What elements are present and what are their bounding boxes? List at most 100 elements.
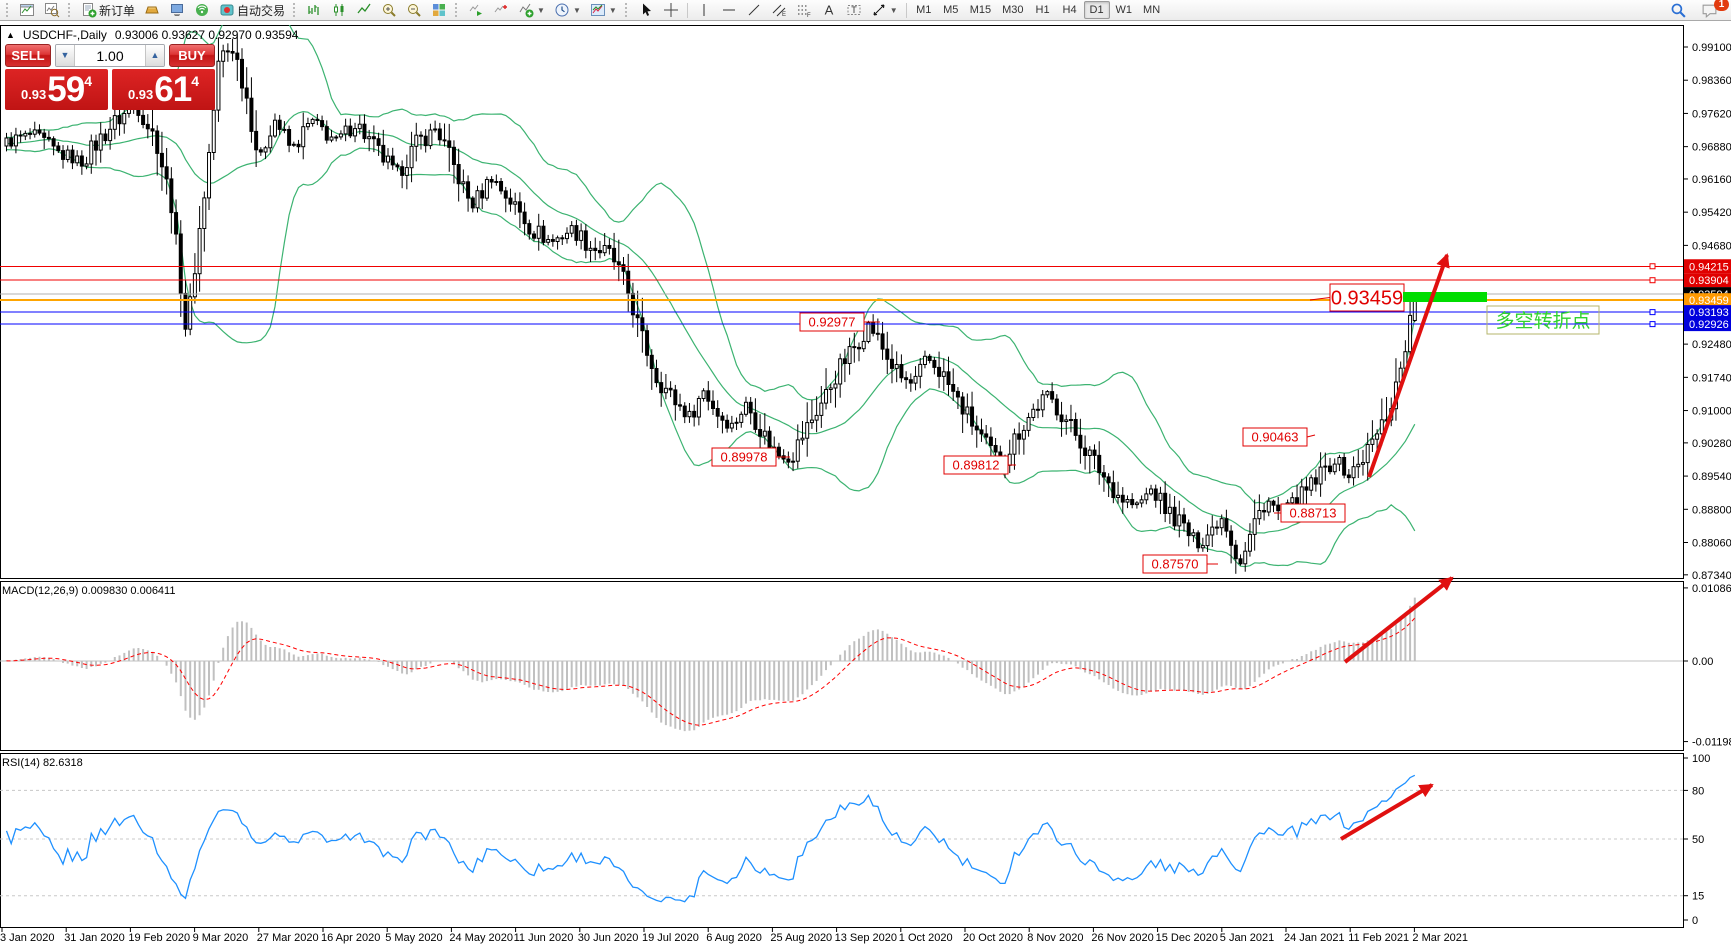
auto-scroll-icon (469, 4, 483, 16)
trendline-icon (748, 4, 760, 16)
indicators-button[interactable]: ▼ (514, 1, 549, 20)
market-watch-button[interactable] (140, 1, 164, 20)
svg-text:0.93193: 0.93193 (1689, 307, 1729, 319)
bar-chart-mode-button[interactable] (302, 1, 326, 20)
svg-text:50: 50 (1692, 834, 1704, 846)
cursor-tool-button[interactable] (634, 1, 658, 20)
svg-text:100: 100 (1692, 753, 1710, 765)
volume-increase-button[interactable]: ▲ (145, 45, 164, 66)
svg-text:0.89978: 0.89978 (721, 450, 768, 465)
volume-decrease-button[interactable]: ▼ (56, 45, 75, 66)
search-button[interactable] (1666, 1, 1691, 20)
autotrading-button[interactable]: 自动交易 (215, 1, 289, 20)
trendline-tool-button[interactable] (742, 1, 766, 20)
auto-scroll-button[interactable] (464, 1, 488, 20)
timeframe-H4[interactable]: H4 (1057, 1, 1083, 19)
svg-text:多空转折点: 多空转折点 (1495, 310, 1590, 332)
fibonacci-tool-button[interactable]: F (792, 1, 816, 20)
timeframe-W1[interactable]: W1 (1111, 1, 1138, 19)
svg-text:25 Aug 2020: 25 Aug 2020 (770, 932, 832, 944)
svg-text:0.96880: 0.96880 (1692, 142, 1731, 154)
svg-text:26 Nov 2020: 26 Nov 2020 (1091, 932, 1153, 944)
arrows-tool-button[interactable]: ▼ (867, 1, 902, 20)
text-label-tool-button[interactable]: T (842, 1, 866, 20)
trend-arrow (1339, 783, 1434, 841)
text-icon: A (824, 3, 833, 18)
chevron-down-icon: ▼ (889, 5, 898, 15)
svg-text:2 Mar 2021: 2 Mar 2021 (1412, 932, 1468, 944)
chart-shift-button[interactable] (489, 1, 513, 20)
terminal-button[interactable] (165, 1, 189, 20)
sell-price-display[interactable]: 0.93 59 4 (5, 69, 108, 110)
periods-button[interactable]: ▼ (550, 1, 585, 20)
svg-text:-0.011982: -0.011982 (1692, 737, 1731, 749)
search-icon (1671, 3, 1686, 18)
svg-text:0.97620: 0.97620 (1692, 108, 1731, 120)
timeframe-MN[interactable]: MN (1138, 1, 1165, 19)
svg-text:0.94680: 0.94680 (1692, 240, 1731, 252)
vertical-line-tool-button[interactable] (692, 1, 716, 20)
toolbar-separator (686, 2, 688, 18)
sell-button[interactable]: SELL (5, 44, 51, 67)
svg-text:0.89812: 0.89812 (953, 458, 1000, 473)
new-chart-button[interactable] (15, 1, 39, 20)
svg-text:31 Jan 2020: 31 Jan 2020 (64, 932, 125, 944)
toolbar-separator (905, 2, 907, 18)
timeframe-M30[interactable]: M30 (997, 1, 1028, 19)
zoom-in-button[interactable] (377, 1, 401, 20)
window-marker-icon: ▲ (6, 30, 15, 40)
chart-profile-button[interactable] (40, 1, 64, 20)
tile-windows-button[interactable] (427, 1, 451, 20)
timeframe-bar: M1 M5 M15 M30 H1 H4 D1 W1 MN (911, 1, 1165, 19)
horizontal-line-icon (722, 9, 735, 11)
svg-text:27 Mar 2020: 27 Mar 2020 (257, 932, 319, 944)
chart-canvas[interactable]: 0.92977 0.89978 0.89812 0.90463 0.88713 0.875… (0, 22, 1731, 945)
buy-price-display[interactable]: 0.93 61 4 (112, 69, 215, 110)
svg-text:0.92480: 0.92480 (1692, 339, 1731, 351)
svg-text:0.010869: 0.010869 (1692, 583, 1731, 595)
horizontal-line-tool-button[interactable] (717, 1, 741, 20)
line-chart-mode-button[interactable] (352, 1, 376, 20)
crosshair-icon (663, 3, 678, 17)
notifications-container: 1 (1697, 0, 1729, 20)
svg-text:80: 80 (1692, 785, 1704, 797)
svg-text:11 Jun 2020: 11 Jun 2020 (514, 932, 574, 944)
svg-text:20 Oct 2020: 20 Oct 2020 (963, 932, 1023, 944)
candlestick-mode-button[interactable] (327, 1, 351, 20)
text-tool-button[interactable]: A (817, 1, 841, 20)
rsi-panel (0, 774, 1683, 903)
svg-text:0.91000: 0.91000 (1692, 406, 1731, 418)
volume-input[interactable] (75, 45, 145, 66)
buy-price-big: 61 (154, 70, 192, 109)
zoom-out-button[interactable] (402, 1, 426, 20)
toolbar-grip (455, 3, 460, 17)
crosshair-tool-button[interactable] (659, 1, 683, 20)
signals-icon (196, 4, 209, 16)
candlestick-icon (334, 4, 344, 16)
svg-text:24 Jan 2021: 24 Jan 2021 (1284, 932, 1345, 944)
svg-text:13 Sep 2020: 13 Sep 2020 (835, 932, 897, 944)
svg-text:0.98360: 0.98360 (1692, 75, 1731, 87)
template-icon (590, 4, 605, 16)
notification-badge: 1 (1714, 0, 1729, 11)
rsi-label: RSI(14) 82.6318 (2, 757, 83, 769)
templates-button[interactable]: ▼ (586, 1, 621, 20)
bar-chart-icon (308, 5, 319, 15)
svg-text:0.90463: 0.90463 (1252, 430, 1299, 445)
vertical-line-icon (703, 4, 705, 16)
timeframe-M5[interactable]: M5 (938, 1, 964, 19)
timeframe-D1[interactable]: D1 (1083, 1, 1110, 19)
signals-button[interactable] (190, 1, 214, 20)
timeframe-M1[interactable]: M1 (911, 1, 937, 19)
svg-text:0.99100: 0.99100 (1692, 42, 1731, 54)
channel-tool-button[interactable]: E (767, 1, 791, 20)
new-order-button[interactable]: 新订单 (77, 1, 139, 20)
buy-button[interactable]: BUY (169, 44, 215, 67)
svg-text:0: 0 (1692, 915, 1698, 927)
timeframe-H1[interactable]: H1 (1030, 1, 1056, 19)
toolbar-grip (6, 3, 11, 17)
svg-text:0.88713: 0.88713 (1290, 506, 1337, 521)
svg-text:1 Oct 2020: 1 Oct 2020 (899, 932, 953, 944)
svg-text:0.92926: 0.92926 (1689, 319, 1729, 331)
timeframe-M15[interactable]: M15 (965, 1, 996, 19)
